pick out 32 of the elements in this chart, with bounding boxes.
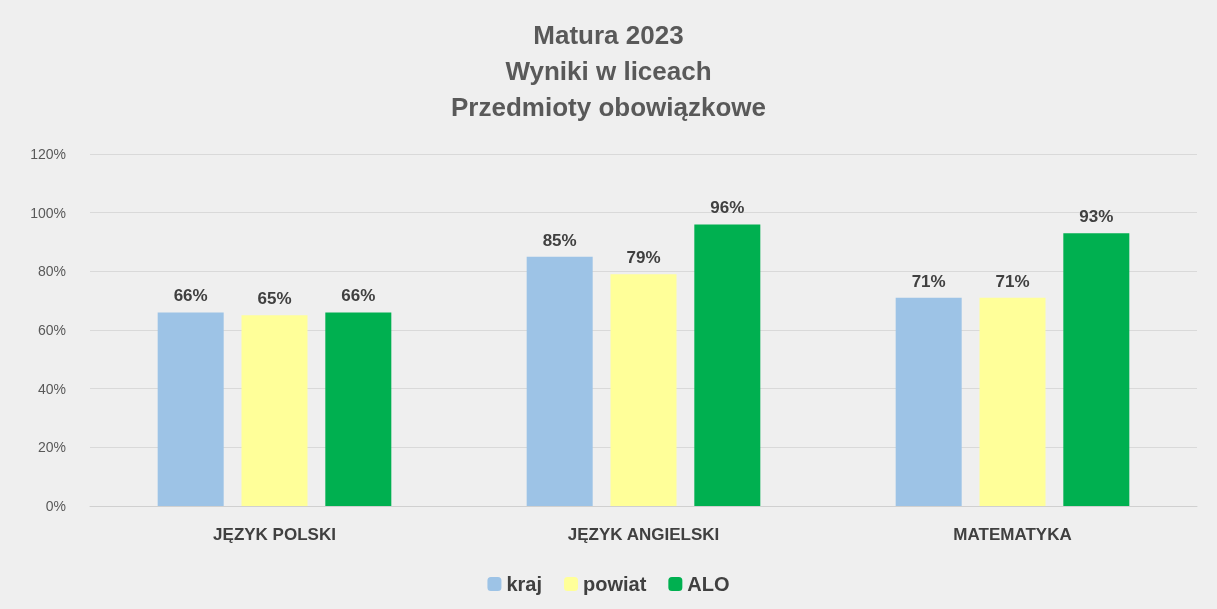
y-tick-label: 80%	[37, 263, 66, 280]
data-label: 85%	[542, 230, 577, 250]
y-tick-label: 120%	[30, 146, 66, 162]
data-label: 93%	[1079, 207, 1114, 227]
bar	[1063, 233, 1130, 506]
x-tick-label: JĘZYK ANGIELSKI	[567, 525, 720, 544]
bar	[979, 297, 1046, 506]
y-tick-label: 60%	[37, 322, 66, 338]
bar	[694, 224, 761, 506]
bar	[325, 312, 392, 506]
legend-label: powiat	[583, 573, 647, 595]
data-label: 71%	[995, 271, 1030, 291]
data-label: 71%	[911, 271, 946, 291]
y-tick-label: 100%	[30, 204, 66, 221]
x-tick-label: MATEMATYKA	[953, 525, 1072, 544]
data-label: 96%	[710, 198, 745, 218]
y-tick-label: 40%	[37, 380, 66, 397]
legend-label: kraj	[506, 573, 543, 595]
x-tick-label: JĘZYK POLSKI	[213, 525, 336, 544]
bar	[610, 274, 677, 506]
data-label: 79%	[626, 248, 661, 268]
bar	[526, 256, 593, 506]
y-tick-label: 0%	[45, 498, 66, 514]
data-label: 65%	[257, 289, 292, 309]
legend-label: ALO	[687, 573, 730, 595]
y-tick-label: 20%	[37, 439, 66, 456]
data-label: 66%	[173, 286, 208, 306]
bar	[157, 312, 224, 506]
chart-title: Matura 2023 Wyniki w liceach Przedmioty obowiązkowe	[451, 20, 766, 122]
bar	[895, 297, 962, 506]
data-label: 66%	[341, 286, 376, 306]
bar	[241, 315, 308, 506]
